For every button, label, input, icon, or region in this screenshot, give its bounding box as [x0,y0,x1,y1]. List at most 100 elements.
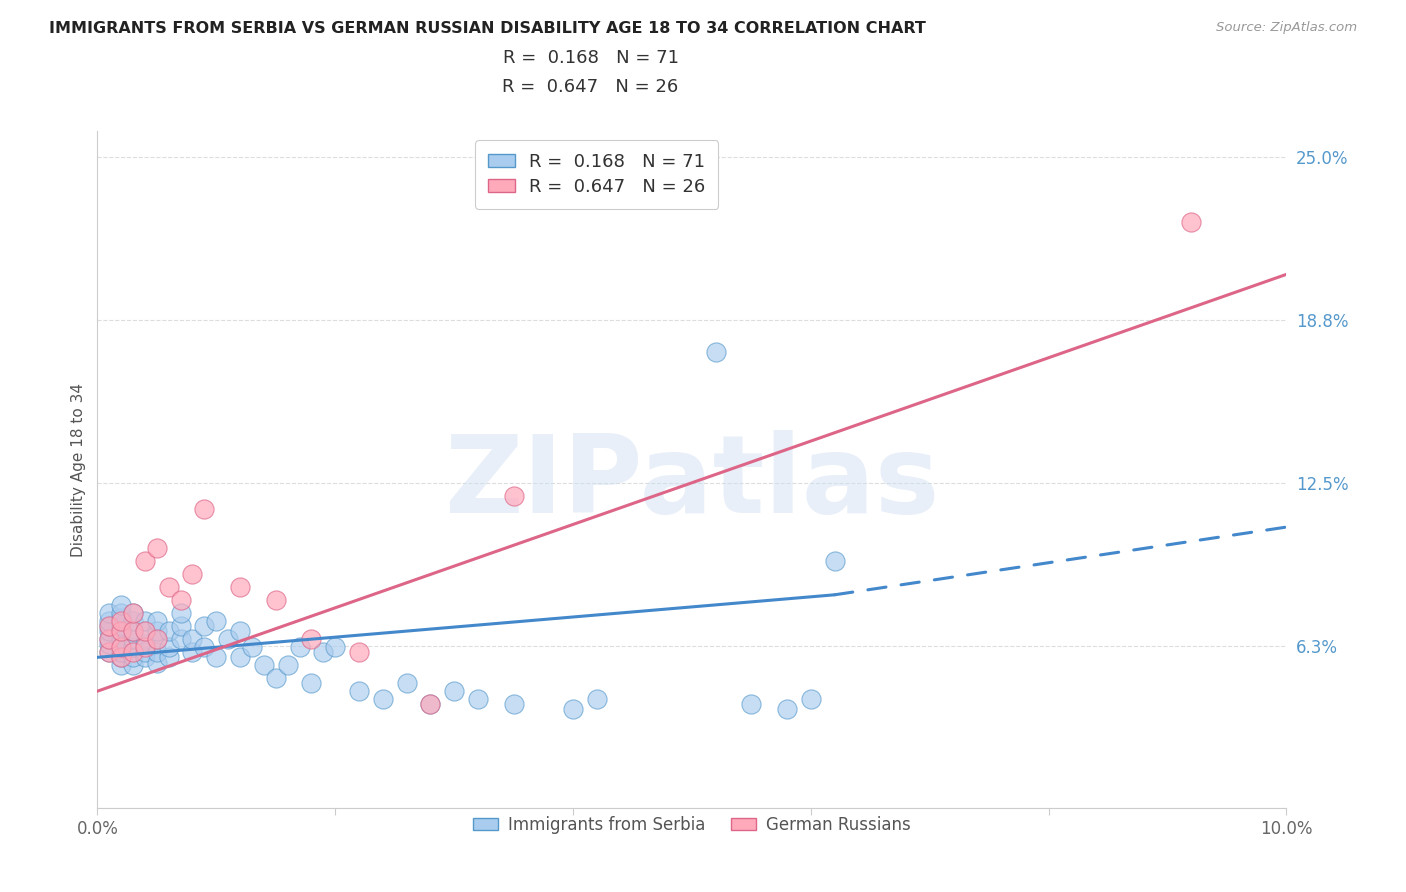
Point [110,632,132,646]
Text: Source: ZipAtlas.com: Source: ZipAtlas.com [1216,21,1357,34]
Point [277,658,299,673]
Point [122,650,145,665]
Point [122,624,145,639]
Point [347,684,370,698]
Point [134,645,156,659]
Point [110,640,132,654]
Point [122,624,145,639]
Point [181,566,204,581]
Point [98,606,121,620]
Point [134,624,156,639]
Point [98,619,121,633]
Point [288,640,311,654]
Point [704,345,727,359]
Point [110,650,132,665]
Point [110,645,132,659]
Point [371,692,394,706]
Point [169,606,191,620]
Point [229,650,252,665]
Point [229,580,252,594]
Point [157,640,180,654]
Point [253,658,276,673]
Point [122,606,145,620]
Point [205,614,228,628]
Text: R =  0.168   N = 71: R = 0.168 N = 71 [502,49,679,67]
Point [240,640,263,654]
Point [146,624,169,639]
Point [157,650,180,665]
Point [395,676,418,690]
Point [146,645,169,659]
Point [122,606,145,620]
Point [122,614,145,628]
Point [467,692,489,706]
Point [134,614,156,628]
Point [347,645,370,659]
Point [169,632,191,646]
Point [98,645,121,659]
Text: R =  0.647   N = 26: R = 0.647 N = 26 [502,78,679,95]
Point [122,640,145,654]
Point [157,624,180,639]
Point [122,658,145,673]
Point [110,611,132,625]
Point [134,650,156,665]
Point [98,637,121,651]
Point [299,676,322,690]
Point [323,640,346,654]
Point [146,632,169,646]
Point [98,614,121,628]
Point [146,656,169,670]
Point [193,501,215,516]
Y-axis label: Disability Age 18 to 34: Disability Age 18 to 34 [72,383,86,557]
Point [110,640,132,654]
Point [110,614,132,628]
Point [134,624,156,639]
Point [193,640,215,654]
Point [229,624,252,639]
Point [122,645,145,659]
Point [110,599,132,613]
Point [146,541,169,555]
Point [134,640,156,654]
Point [205,650,228,665]
Point [122,632,145,646]
Point [110,606,132,620]
Point [181,632,204,646]
Point [146,632,169,646]
Point [776,702,799,716]
Point [502,489,524,503]
Point [98,632,121,646]
Point [110,624,132,639]
Point [585,692,607,706]
Point [169,593,191,607]
Point [312,645,335,659]
Legend: Immigrants from Serbia, German Russians: Immigrants from Serbia, German Russians [467,809,917,841]
Point [1180,215,1202,229]
Point [502,697,524,711]
Point [181,645,204,659]
Point [800,692,823,706]
Point [419,697,441,711]
Point [217,632,239,646]
Point [98,632,121,646]
Point [264,671,287,685]
Point [264,593,287,607]
Point [134,554,156,568]
Point [146,614,169,628]
Point [110,619,132,633]
Point [193,619,215,633]
Point [98,619,121,633]
Text: ZIPatlas: ZIPatlas [444,430,939,536]
Point [169,619,191,633]
Point [110,658,132,673]
Point [110,650,132,665]
Point [98,624,121,639]
Text: IMMIGRANTS FROM SERBIA VS GERMAN RUSSIAN DISABILITY AGE 18 TO 34 CORRELATION CHA: IMMIGRANTS FROM SERBIA VS GERMAN RUSSIAN… [49,21,927,36]
Point [562,702,585,716]
Point [419,697,441,711]
Point [134,637,156,651]
Point [443,684,465,698]
Point [740,697,762,711]
Point [157,580,180,594]
